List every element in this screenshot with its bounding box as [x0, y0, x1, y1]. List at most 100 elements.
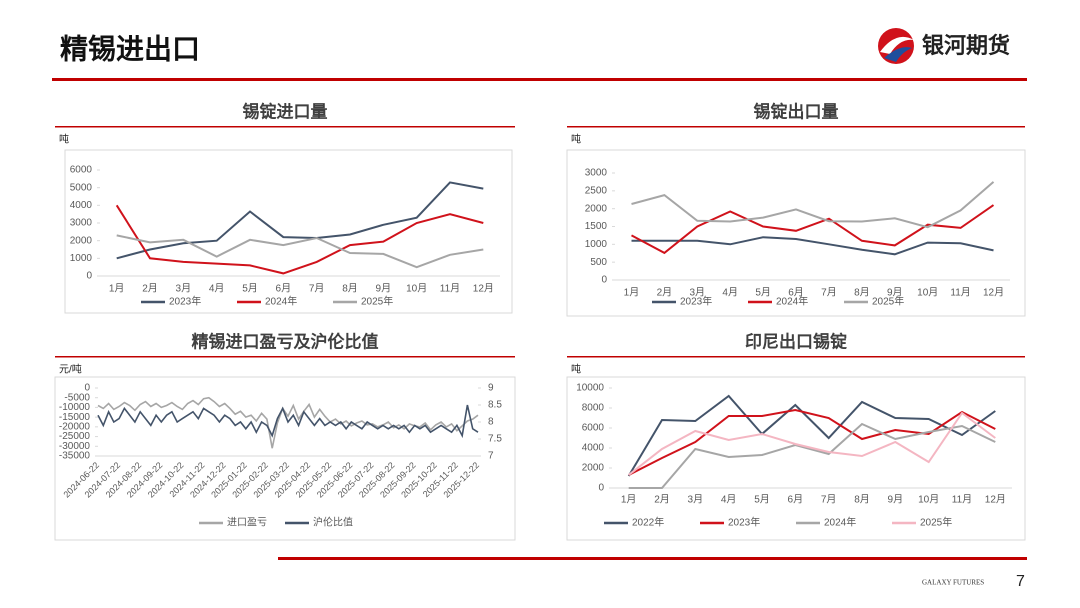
y-tick-label: 2500 [585, 185, 608, 196]
x-tick-label: 9月 [376, 283, 392, 295]
x-tick-label: 7月 [309, 283, 325, 295]
plot-frame [566, 376, 1026, 541]
y-tick-label: 5000 [70, 182, 93, 193]
x-tick-label: 9月 [888, 494, 904, 506]
legend-label: 2025年 [872, 295, 904, 308]
series-line [627, 394, 996, 477]
y-tick-label: 1000 [585, 239, 608, 250]
y-tick-label: 3000 [585, 168, 608, 179]
legend-label: 2025年 [920, 516, 952, 529]
y-tick-label: -25000 [59, 431, 91, 442]
x-tick-label: 11月 [952, 494, 972, 506]
y-tick-label: 0 [598, 483, 604, 494]
y-tick-label: 500 [590, 257, 607, 268]
y-tick-label: -10000 [59, 402, 91, 413]
y2-tick-label: 7.5 [488, 434, 502, 445]
page-number: 7 [1016, 573, 1025, 590]
y-tick-label: -30000 [59, 441, 91, 452]
y2-tick-label: 8.5 [488, 400, 502, 411]
chart-title: 精锡进口盈亏及沪伦比值 [192, 331, 379, 351]
x-tick-label: 11月 [950, 287, 970, 299]
y-tick-label: 0 [84, 383, 90, 394]
x-tick-label: 2月 [657, 287, 673, 299]
y-tick-label: -35000 [59, 451, 91, 462]
y-tick-label: -5000 [64, 392, 90, 403]
y2-tick-label: 9 [488, 383, 494, 394]
plot-frame [64, 149, 513, 314]
x-tick-label: 3月 [176, 283, 192, 295]
footer-brand: GALAXY FUTURES [922, 579, 984, 587]
x-tick-label: 9月 [887, 287, 903, 299]
series-line [116, 181, 484, 260]
y-axis-label: 吨 [59, 133, 69, 146]
x-tick-label: 10月 [918, 494, 939, 506]
x-tick-label: 2月 [142, 283, 158, 295]
series-line [628, 411, 996, 476]
series-line [97, 404, 479, 439]
title-rule [567, 126, 1025, 128]
y-tick-label: 10000 [576, 383, 604, 394]
x-tick-label: 6月 [276, 283, 292, 295]
y-tick-label: 8000 [582, 403, 605, 414]
y-tick-label: 2000 [70, 235, 93, 246]
series-line [115, 204, 484, 275]
x-tick-label: 3月 [688, 494, 704, 506]
x-tick-label: 4月 [722, 287, 738, 299]
y-tick-label: 1000 [70, 253, 93, 264]
x-tick-label: 3月 [690, 287, 706, 299]
chart-title: 锡锭进口量 [243, 101, 328, 121]
x-tick-label: 10月 [406, 283, 427, 295]
x-tick-label: 1月 [109, 283, 125, 295]
legend-label: 2024年 [776, 295, 808, 308]
x-tick-label: 1月 [621, 494, 637, 506]
x-tick-label: 8月 [854, 494, 870, 506]
x-tick-label: 4月 [209, 283, 225, 295]
page-title: 精锡进出口 [60, 33, 200, 64]
y-tick-label: 6000 [582, 423, 605, 434]
x-tick-label: 12月 [473, 283, 494, 295]
x-tick-label: 5月 [754, 494, 770, 506]
x-tick-label: 7月 [821, 287, 837, 299]
x-tick-label: 1月 [624, 287, 640, 299]
series-line [116, 234, 484, 269]
legend-label: 2023年 [728, 516, 760, 529]
title-rule [55, 356, 515, 358]
x-tick-label: 7月 [821, 494, 837, 506]
y-tick-label: 2000 [582, 463, 605, 474]
series-line [631, 236, 994, 256]
y-tick-label: 0 [601, 275, 607, 286]
chart-title: 印尼出口锡锭 [745, 331, 847, 351]
title-rule [55, 126, 515, 128]
legend-label: 进口盈亏 [227, 517, 267, 529]
legend-label: 2024年 [265, 295, 297, 308]
x-tick-label: 12月 [985, 494, 1006, 506]
y-tick-label: 1500 [585, 221, 608, 232]
header-rule [52, 78, 1027, 81]
y-tick-label: 0 [86, 271, 92, 282]
x-tick-label: 4月 [721, 494, 737, 506]
legend-label: 沪伦比值 [313, 516, 353, 529]
plot-frame [566, 149, 1026, 317]
legend-label: 2023年 [169, 295, 201, 308]
chart-title: 锡锭出口量 [754, 101, 839, 121]
legend-label: 2022年 [632, 516, 664, 529]
title-rule [567, 356, 1025, 358]
x-tick-label: 5月 [755, 287, 771, 299]
x-tick-label: 6月 [788, 494, 804, 506]
legend-label: 2024年 [824, 516, 856, 529]
x-tick-label: 11月 [440, 283, 460, 295]
y2-tick-label: 7 [488, 451, 494, 462]
y-axis-label: 吨 [571, 363, 581, 376]
plot-frame [54, 376, 516, 541]
y-tick-label: 4000 [582, 443, 605, 454]
series-line [628, 422, 996, 489]
x-tick-label: 8月 [342, 283, 358, 295]
y-axis-label: 元/吨 [59, 363, 82, 376]
series-line [631, 181, 995, 229]
y-tick-label: 6000 [70, 165, 93, 176]
x-tick-label: 10月 [917, 287, 938, 299]
x-tick-label: 12月 [983, 287, 1004, 299]
logo-text: 银河期货 [922, 33, 1010, 58]
